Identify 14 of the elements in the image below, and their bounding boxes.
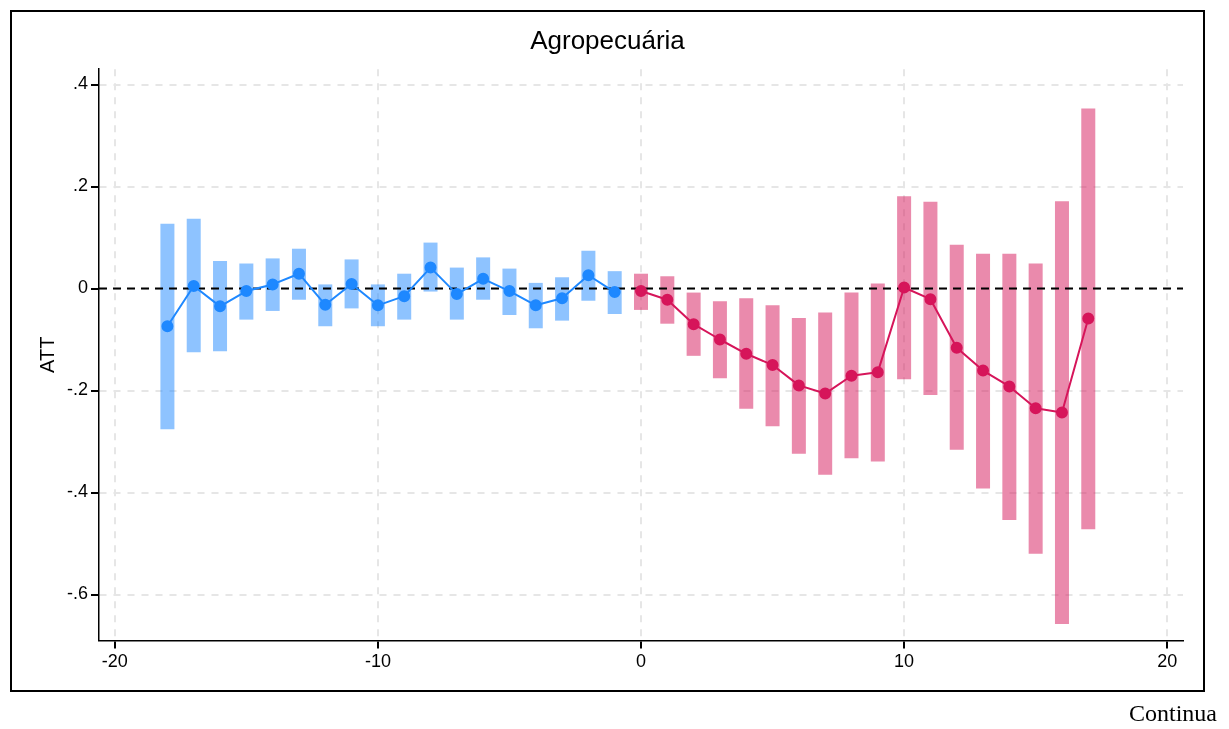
text: Continua [1129,700,1217,727]
x-tick-label: 20 [1157,651,1178,672]
x-tick-label: -20 [101,651,128,672]
x-tick-label: 10 [894,651,915,672]
y-tick-label: .4 [72,73,89,94]
y-tick-label: 0 [77,277,89,298]
chart-title: Agropecuária [530,24,686,55]
y-tick-label: -.4 [66,481,89,502]
y-axis-title: ATT [35,336,58,373]
x-tick-label: -10 [364,651,391,672]
y-tick-label: -.2 [66,379,89,400]
x-tick-label: 0 [636,651,647,672]
y-tick-label: .2 [72,175,89,196]
y-tick-label: -.6 [66,583,89,604]
